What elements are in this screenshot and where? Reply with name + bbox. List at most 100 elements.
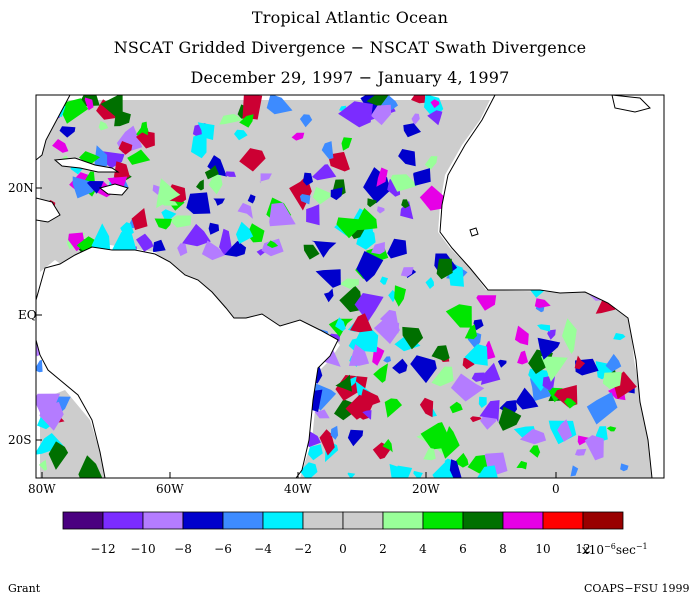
divergence-patch [161,209,177,222]
legend-tick-label: 10 [535,542,551,556]
divergence-patch [400,267,414,277]
divergence-patch [39,401,64,431]
divergence-patch [384,398,402,418]
divergence-patch [384,322,400,334]
divergence-patch [400,200,414,220]
divergence-patch [367,198,377,208]
divergence-patch [413,470,423,478]
divergence-patch [362,410,372,420]
divergence-patch [425,277,434,289]
divergence-patch [586,392,618,425]
divergence-patch [394,285,406,307]
legend-tick-label: −8 [174,542,192,556]
divergence-patch [371,242,385,255]
divergence-patch [454,452,469,468]
divergence-patch [239,114,254,128]
divergence-patch [348,341,370,366]
divergence-patch [383,356,392,363]
divergence-patch [266,240,279,248]
divergence-patch [498,406,522,431]
africa [439,95,664,478]
divergence-patch [330,187,343,201]
divergence-patch [564,398,577,409]
legend-units: x10−6sec−1 [582,542,648,557]
divergence-patch [319,429,335,456]
legend-swatch [422,511,464,530]
footer-author: Grant [8,582,41,595]
cuba [53,157,120,173]
divergence-patch [223,240,247,257]
divergence-patch [335,374,352,392]
divergence-patch [444,458,452,468]
divergence-patch [537,337,561,360]
divergence-patch [402,326,424,350]
legend-swatch [542,511,584,530]
divergence-patch [394,335,421,352]
divergence-patch [547,329,556,340]
legend-tick-label: −6 [214,542,232,556]
divergence-patch [335,317,346,332]
axis-ticks [36,187,557,478]
divergence-patch [140,121,148,136]
divergence-patch [303,172,313,186]
divergence-patch [236,221,254,244]
divergence-patch [197,122,215,140]
divergence-patch [321,141,334,160]
divergence-noise [36,95,637,478]
legend-swatch [342,511,384,530]
divergence-patch [299,114,313,128]
divergence-patch [213,198,225,206]
divergence-patch [36,433,64,455]
iberia [611,95,651,113]
divergence-patch [516,460,528,470]
divergence-patch [514,325,529,346]
divergence-patch [470,416,482,423]
divergence-patch [574,355,586,370]
legend-tick-label: −2 [294,542,312,556]
divergence-patch [423,447,436,461]
divergence-patch [410,355,437,384]
divergence-patch [94,145,108,170]
divergence-patch [38,459,47,471]
divergence-patch [411,113,420,126]
lon-label-0: 0 [552,482,560,496]
divergence-patch [419,185,449,211]
divergence-patch [219,228,232,256]
divergence-patch [299,194,311,205]
lon-label-80w: 80W [28,482,56,496]
divergence-patch [478,396,487,408]
divergence-patch [303,244,320,260]
divergence-patch [78,455,103,478]
divergence-patch [210,177,219,186]
north-america [36,95,71,161]
divergence-patch [529,445,541,458]
divergence-patch [497,359,507,368]
legend-swatch [302,511,344,530]
divergence-patch [52,139,69,153]
divergence-patch [519,428,547,445]
divergence-patch [476,295,497,311]
divergence-patch [449,401,463,414]
divergence-patch [299,462,318,478]
legend-tick-label: −10 [130,542,156,556]
divergence-patch [186,192,211,214]
divergence-patch [403,123,421,138]
divergence-patch [401,199,410,209]
legend-tick-label: 12 [575,542,591,556]
divergence-patch [431,366,454,387]
divergence-patch [436,258,453,280]
divergence-patch [354,322,379,353]
divergence-patch [58,98,89,124]
divergence-patch [345,394,375,420]
legend-swatch [262,511,304,530]
legend-tick-label: 2 [379,542,387,556]
divergence-patch [328,151,350,172]
divergence-patch [308,444,323,461]
legend-swatch [462,511,504,530]
divergence-patch [606,426,617,432]
divergence-patch [354,293,384,322]
legend-tick-label: 0 [339,542,347,556]
divergence-patch [341,137,353,151]
divergence-patch [204,165,219,180]
divergence-patch [575,448,587,456]
